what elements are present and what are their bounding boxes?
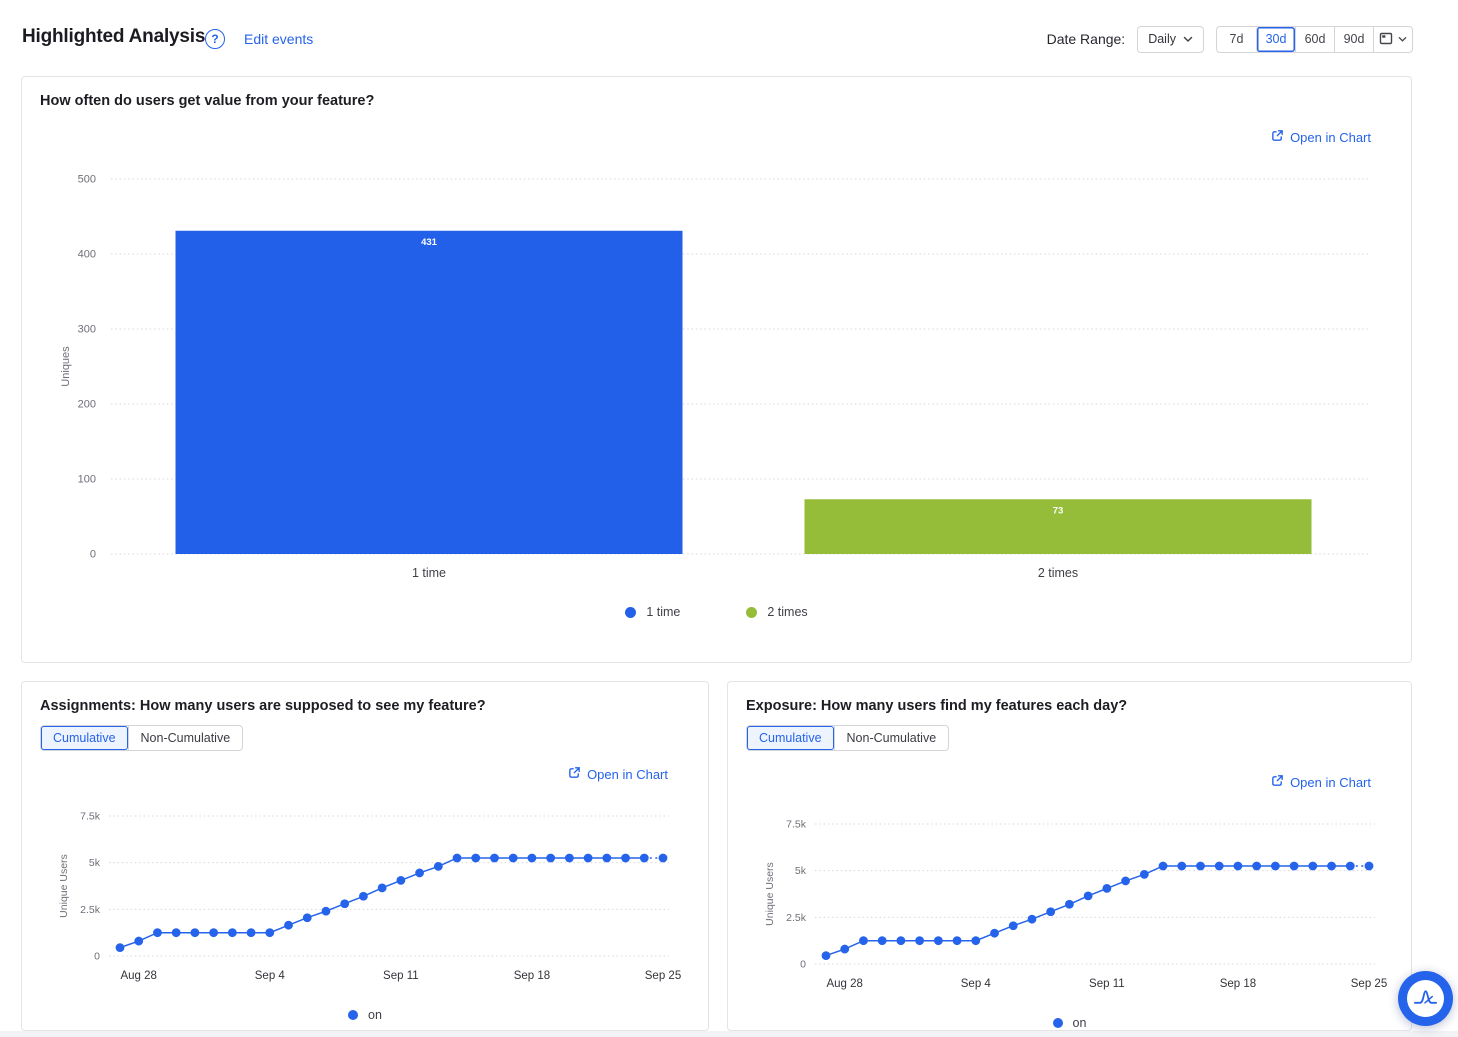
svg-text:Sep 4: Sep 4 [255, 970, 286, 982]
svg-text:Sep 25: Sep 25 [645, 970, 681, 982]
cumulative-toggle[interactable]: Cumulative [41, 726, 128, 750]
legend-item-2-times[interactable]: 2 times [746, 605, 808, 619]
svg-text:5k: 5k [795, 865, 807, 877]
edit-events-link[interactable]: Edit events [244, 31, 314, 47]
svg-text:Unique Users: Unique Users [58, 854, 70, 918]
open-in-chart-link[interactable]: Open in Chart [1271, 129, 1371, 145]
svg-text:5k: 5k [89, 857, 101, 869]
svg-text:200: 200 [78, 399, 96, 411]
svg-text:Unique Users: Unique Users [764, 862, 776, 926]
assignments-legend: on [22, 1008, 708, 1022]
legend-label: on [368, 1008, 382, 1022]
chevron-down-icon [1183, 32, 1193, 46]
svg-text:100: 100 [78, 474, 96, 486]
page-bottom-strip [0, 1031, 1458, 1037]
svg-text:Aug 28: Aug 28 [826, 978, 862, 990]
svg-text:1 time: 1 time [412, 566, 446, 580]
range-30d-button[interactable]: 30d [1256, 26, 1295, 52]
card-title: How often do users get value from your f… [40, 93, 375, 109]
assignments-mode-toggle: Cumulative Non-Cumulative [40, 725, 244, 751]
svg-text:0: 0 [94, 951, 100, 963]
range-button-group: 7d 30d 60d 90d [1216, 25, 1413, 53]
help-icon[interactable]: ? [205, 29, 225, 49]
svg-text:7.5k: 7.5k [80, 811, 101, 823]
svg-text:300: 300 [78, 324, 96, 336]
exposure-legend: on [728, 1016, 1411, 1030]
bar-chart[interactable]: 0 100 200 300 400 500 Uniques 431 1 time 73 2 time… [22, 77, 1411, 662]
open-in-chart-label: Open in Chart [1290, 774, 1371, 790]
svg-text:Sep 18: Sep 18 [514, 970, 550, 982]
svg-text:0: 0 [90, 549, 96, 561]
open-in-chart-label: Open in Chart [587, 766, 668, 782]
svg-text:Aug 28: Aug 28 [120, 970, 156, 982]
svg-text:2.5k: 2.5k [80, 904, 101, 916]
svg-text:500: 500 [78, 174, 96, 186]
svg-text:Sep 11: Sep 11 [1089, 978, 1125, 990]
legend-item-on[interactable]: on [1052, 1016, 1087, 1030]
exposure-line-chart[interactable]: 0 2.5k 5k 7.5k Unique Users Aug 28 Sep 4 Sep 11… [728, 682, 1411, 1030]
assignments-line-chart[interactable]: 0 2.5k 5k 7.5k Unique Users Aug 28 Sep 4 Sep 11… [22, 682, 708, 1030]
open-in-chart-link[interactable]: Open in Chart [1271, 774, 1371, 790]
external-link-icon [1271, 774, 1284, 790]
legend-label: on [1072, 1016, 1087, 1030]
legend-dot-blue [348, 1010, 359, 1020]
card-title: Exposure: How many users find my feature… [746, 698, 1128, 714]
granularity-dropdown[interactable]: Daily [1137, 25, 1204, 53]
calendar-icon [1379, 31, 1393, 48]
page-title: Highlighted Analysis [22, 26, 206, 47]
legend-dot-blue [1052, 1018, 1063, 1028]
amplitude-logo-icon [1407, 980, 1444, 1017]
non-cumulative-toggle[interactable]: Non-Cumulative [833, 726, 949, 750]
value-frequency-card: How often do users get value from your f… [21, 76, 1412, 663]
date-range-controls: Date Range: Daily 7d 30d 60d 90d [1047, 25, 1413, 53]
legend-label: 2 times [767, 605, 808, 619]
svg-text:73: 73 [1053, 505, 1064, 516]
card-title: Assignments: How many users are supposed… [40, 698, 486, 714]
chevron-down-icon [1398, 32, 1407, 46]
svg-text:Sep 11: Sep 11 [383, 970, 419, 982]
bar-chart-legend: 1 time 2 times [22, 605, 1411, 619]
svg-text:Sep 4: Sep 4 [961, 978, 992, 990]
non-cumulative-toggle[interactable]: Non-Cumulative [127, 726, 243, 750]
open-in-chart-label: Open in Chart [1290, 129, 1371, 145]
svg-text:7.5k: 7.5k [786, 819, 807, 831]
svg-text:0: 0 [800, 959, 806, 971]
exposure-card: Exposure: How many users find my feature… [727, 681, 1412, 1031]
legend-label: 1 time [646, 605, 681, 619]
exposure-mode-toggle: Cumulative Non-Cumulative [746, 725, 950, 751]
date-range-label: Date Range: [1046, 31, 1126, 47]
range-7d-button[interactable]: 7d [1229, 32, 1244, 46]
range-60d-button[interactable]: 60d [1295, 26, 1334, 52]
svg-text:431: 431 [421, 237, 438, 248]
custom-date-range-button[interactable] [1373, 26, 1412, 52]
open-in-chart-link[interactable]: Open in Chart [568, 766, 668, 782]
legend-item-1-time[interactable]: 1 time [625, 605, 680, 619]
amplitude-assistant-button[interactable] [1398, 971, 1453, 1026]
legend-dot-blue [625, 606, 637, 618]
legend-item-on[interactable]: on [348, 1008, 382, 1022]
external-link-icon [568, 766, 581, 782]
svg-text:Sep 25: Sep 25 [1351, 978, 1387, 990]
svg-text:2.5k: 2.5k [786, 912, 807, 924]
svg-text:2 times: 2 times [1038, 566, 1078, 580]
legend-dot-green [746, 606, 758, 618]
assignments-card: Assignments: How many users are supposed… [21, 681, 709, 1031]
svg-text:Sep 18: Sep 18 [1220, 978, 1256, 990]
svg-text:Uniques: Uniques [60, 346, 72, 387]
range-90d-button[interactable]: 90d [1334, 26, 1373, 52]
svg-text:400: 400 [78, 249, 96, 261]
cumulative-toggle[interactable]: Cumulative [747, 726, 834, 750]
external-link-icon [1271, 129, 1284, 145]
granularity-value: Daily [1148, 32, 1176, 46]
